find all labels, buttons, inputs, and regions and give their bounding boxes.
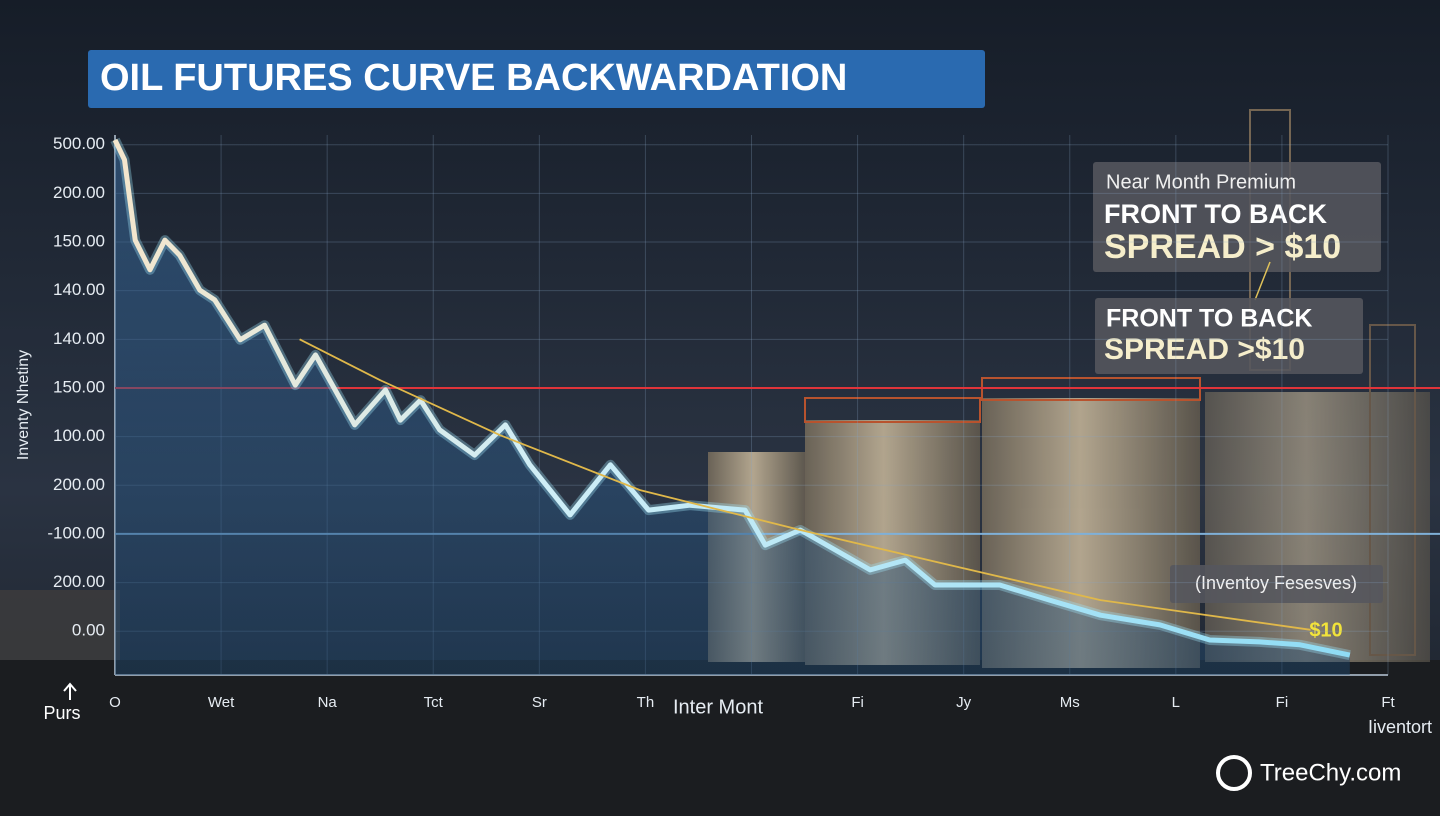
x-tick-label: Jy	[956, 694, 972, 711]
annotation-box	[1170, 565, 1383, 603]
annotation-text: (Inventoy Fesesves)	[1195, 573, 1357, 593]
y-tick-label: 150.00	[53, 377, 105, 396]
corner-label: Purs	[43, 703, 80, 723]
y-tick-label: 200.00	[53, 572, 105, 591]
y-tick-label: 200.00	[53, 183, 105, 202]
annotation-text: FRONT TO BACK	[1104, 199, 1327, 229]
y-tick-label: 140.00	[53, 280, 105, 299]
x-tick-label: Th	[637, 694, 655, 711]
price-label: $10	[1309, 619, 1342, 641]
x-tick-label: Wet	[208, 694, 235, 711]
x-tick-label: Sr	[532, 694, 547, 711]
y-tick-label: 100.00	[53, 426, 105, 445]
x-tick-label: Tct	[424, 694, 444, 711]
ground	[0, 660, 1440, 816]
series-area	[115, 139, 1350, 675]
series-line	[112, 138, 1351, 658]
annotation-pointer	[1254, 261, 1271, 301]
x-tick-label: Ft	[1381, 694, 1395, 711]
y-tick-label: -100.00	[47, 523, 105, 542]
annotation-text: SPREAD >$10	[1104, 333, 1305, 366]
chart-title: OIL FUTURES CURVE BACKWARDATION	[100, 57, 847, 99]
logo-icon	[1216, 755, 1252, 791]
title-box	[88, 50, 985, 108]
y-tick-label: 150.00	[53, 232, 105, 251]
y-axis-title: Inventy Nhetiny	[15, 350, 32, 460]
trend-line	[299, 338, 1311, 631]
annotation-box	[1093, 162, 1381, 272]
y-tick-label: 140.00	[53, 329, 105, 348]
y-tick-label: 200.00	[53, 475, 105, 494]
arrow-icon	[63, 682, 77, 700]
annotation-text: Near Month Premium	[1106, 171, 1296, 193]
x-tick-label: Fi	[851, 694, 864, 711]
corner-label: Iiventort	[1368, 717, 1432, 737]
x-tick-label: L	[1172, 694, 1180, 711]
y-tick-label: 500.00	[53, 134, 105, 153]
annotation-text: SPREAD > $10	[1104, 228, 1341, 266]
watermark: TreeChy.com	[1260, 759, 1401, 786]
x-axis-title: Inter Mont	[673, 696, 763, 718]
annotation-box	[1095, 298, 1363, 374]
x-tick-label: O	[109, 694, 121, 711]
x-tick-label: Fi	[1276, 694, 1289, 711]
y-tick-label: 0.00	[72, 621, 105, 640]
x-tick-label: Ms	[1060, 694, 1080, 711]
plot-area: 500.00 200.00 150.00 140.00 140.00 150.00 100.…	[47, 134, 1440, 711]
x-tick-label: Na	[318, 694, 338, 711]
annotation-text: FRONT TO BACK	[1106, 305, 1312, 333]
